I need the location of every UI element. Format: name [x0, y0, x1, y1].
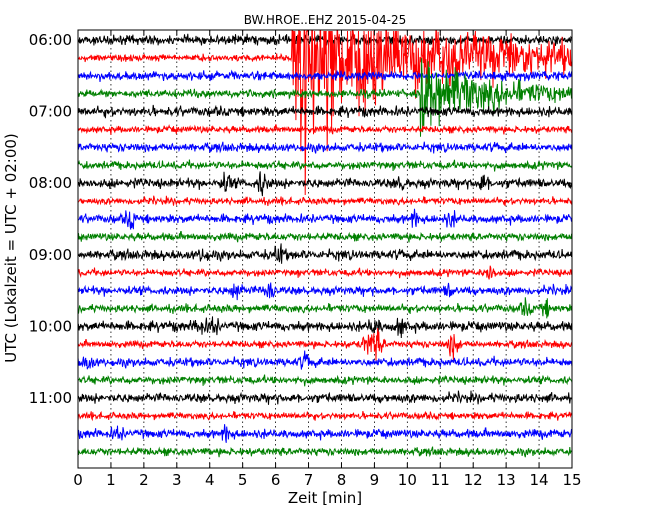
trace-1015 [77, 327, 573, 361]
x-tick-label: 9 [370, 471, 380, 489]
trace-1130 [77, 424, 573, 443]
x-tick-label: 0 [73, 471, 83, 489]
trace-0615 [77, 30, 573, 196]
y-tick-label: 11:00 [29, 389, 72, 407]
trace-1115 [77, 410, 573, 422]
x-tick-label: 3 [172, 471, 182, 489]
trace-0730 [77, 141, 573, 154]
trace-1000 [77, 316, 573, 339]
trace-0745 [77, 159, 573, 172]
trace-0930 [77, 282, 573, 301]
y-tick-label: 06:00 [29, 31, 72, 49]
trace-0630 [77, 69, 573, 82]
x-tick-label: 8 [337, 471, 347, 489]
x-tick-label: 15 [562, 471, 581, 489]
x-tick-label: 2 [139, 471, 149, 489]
trace-1030 [77, 350, 573, 370]
trace-0800 [77, 171, 573, 197]
traces [77, 30, 573, 458]
y-axis-label: UTC (Lokalzeit = UTC + 02:00) [2, 133, 20, 363]
trace-0915 [77, 265, 573, 280]
y-tick-label: 10:00 [29, 317, 72, 335]
x-tick-label: 11 [431, 471, 450, 489]
trace-0945 [77, 297, 573, 319]
chart-title: BW.HROE..EHZ 2015-04-25 [244, 13, 407, 27]
x-tick-label: 6 [271, 471, 281, 489]
trace-0845 [77, 231, 573, 243]
trace-0830 [77, 208, 573, 230]
x-tick-label: 4 [205, 471, 215, 489]
trace-0645 [77, 58, 573, 137]
x-tick-label: 1 [106, 471, 116, 489]
y-tick-label: 09:00 [29, 246, 72, 264]
trace-0900 [77, 243, 573, 264]
x-axis: 0 1 2 3 4 5 6 7 8 9 10 11 12 13 14 15 [73, 30, 582, 489]
trace-1145 [77, 446, 573, 458]
x-tick-label: 12 [464, 471, 483, 489]
trace-1100 [77, 390, 573, 405]
plot-frame [77, 29, 573, 469]
trace-0815 [77, 195, 573, 207]
y-tick-label: 08:00 [29, 174, 72, 192]
x-axis-label: Zeit [min] [288, 489, 362, 507]
trace-1045 [77, 374, 573, 387]
y-tick-label: 07:00 [29, 103, 72, 121]
trace-0715 [77, 124, 573, 135]
trace-0700 [77, 104, 573, 119]
x-tick-label: 14 [530, 471, 549, 489]
x-tick-label: 13 [497, 471, 516, 489]
x-tick-label: 5 [238, 471, 248, 489]
x-tick-label: 7 [304, 471, 314, 489]
x-tick-label: 10 [398, 471, 417, 489]
y-axis: 06:00 07:00 08:00 09:00 10:00 11:00 [29, 31, 572, 407]
